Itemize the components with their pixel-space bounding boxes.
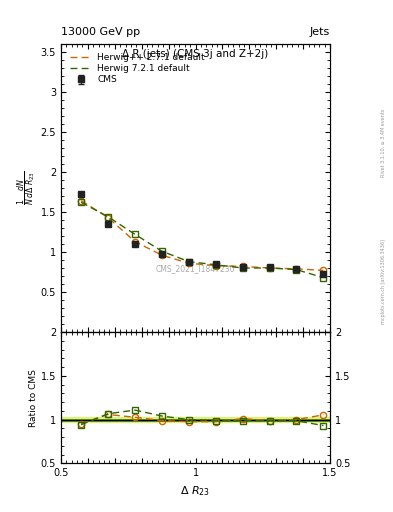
Legend: Herwig++ 2.7.1 default, Herwig 7.2.1 default, CMS: Herwig++ 2.7.1 default, Herwig 7.2.1 def…	[68, 51, 206, 86]
Herwig++ 2.7.1 default	[294, 266, 299, 272]
Herwig++ 2.7.1 default	[267, 265, 272, 271]
Herwig 7.2.1 default	[79, 199, 83, 205]
Herwig 7.2.1 default	[106, 214, 110, 220]
Herwig++ 2.7.1 default	[79, 198, 83, 204]
Herwig++ 2.7.1 default	[240, 263, 245, 269]
Herwig++ 2.7.1 default	[160, 252, 164, 258]
Herwig++ 2.7.1 default	[321, 267, 326, 273]
Herwig++ 2.7.1 default	[106, 215, 110, 221]
Line: Herwig++ 2.7.1 default: Herwig++ 2.7.1 default	[81, 201, 323, 270]
Herwig 7.2.1 default	[321, 274, 326, 281]
Herwig 7.2.1 default	[267, 265, 272, 271]
Text: 13000 GeV pp: 13000 GeV pp	[61, 27, 140, 37]
Text: mcplots.cern.ch [arXiv:1306.3436]: mcplots.cern.ch [arXiv:1306.3436]	[381, 239, 386, 324]
Herwig 7.2.1 default	[240, 265, 245, 271]
Herwig++ 2.7.1 default	[213, 263, 218, 269]
Text: Jets: Jets	[310, 27, 330, 37]
Text: CMS_2021_I1847230: CMS_2021_I1847230	[156, 264, 235, 273]
Text: Δ R (jets) (CMS 3j and Z+2j): Δ R (jets) (CMS 3j and Z+2j)	[122, 49, 269, 59]
Y-axis label: $\frac{1}{N}\frac{dN}{d\Delta\ R_{23}}$: $\frac{1}{N}\frac{dN}{d\Delta\ R_{23}}$	[15, 170, 38, 205]
Herwig 7.2.1 default	[213, 262, 218, 268]
Herwig++ 2.7.1 default	[186, 260, 191, 266]
Herwig 7.2.1 default	[160, 248, 164, 254]
Herwig 7.2.1 default	[186, 259, 191, 265]
Line: Herwig 7.2.1 default: Herwig 7.2.1 default	[81, 202, 323, 278]
Herwig 7.2.1 default	[294, 267, 299, 273]
Herwig++ 2.7.1 default	[132, 239, 137, 245]
Text: Rivet 3.1.10, ≥ 3.4M events: Rivet 3.1.10, ≥ 3.4M events	[381, 109, 386, 178]
X-axis label: $\Delta\ R_{23}$: $\Delta\ R_{23}$	[180, 484, 211, 498]
Herwig 7.2.1 default	[132, 231, 137, 238]
Y-axis label: Ratio to CMS: Ratio to CMS	[29, 369, 38, 426]
